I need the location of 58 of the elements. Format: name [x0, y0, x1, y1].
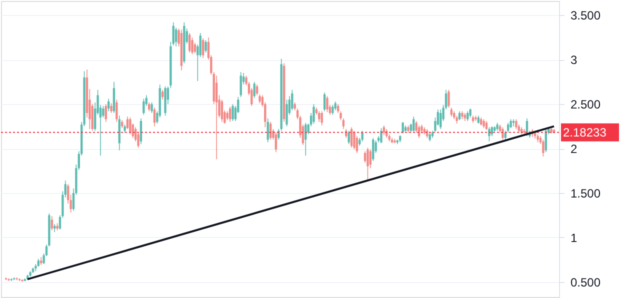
candlestick [412, 116, 415, 132]
candlestick [188, 32, 191, 53]
candlestick [220, 99, 224, 122]
y-tick-label: 2 [570, 142, 578, 156]
candlestick [326, 96, 328, 113]
y-tick-label: 1 [570, 230, 578, 245]
candlestick [512, 118, 515, 127]
candlestick [215, 75, 218, 160]
candlestick [364, 150, 366, 164]
candlestick [240, 72, 242, 98]
candlestick [353, 130, 356, 150]
y-tick-label: 0.500 [570, 275, 601, 290]
candlestick [102, 105, 104, 118]
candlestick [448, 89, 450, 108]
candlestick [118, 115, 120, 151]
candlestick [488, 126, 490, 142]
candlestick [232, 104, 234, 122]
candlestick [153, 107, 156, 127]
candlestick [348, 130, 350, 145]
candlestick [204, 40, 207, 53]
candlestick [142, 98, 145, 116]
candlestick [502, 126, 504, 140]
candlestick [342, 118, 345, 130]
candlestick [542, 139, 544, 157]
candlestick [161, 89, 164, 100]
candlestick [112, 81, 116, 114]
candlestick [150, 102, 153, 114]
candlestick [291, 89, 294, 111]
candlestick [323, 92, 326, 112]
y-tick-label: 3 [570, 53, 578, 68]
candlestick [440, 109, 442, 130]
candlestick [253, 81, 256, 98]
candlestick [366, 147, 369, 181]
y-tick-label: 3.500 [570, 8, 601, 23]
candlestick [312, 104, 315, 124]
candlestick [382, 125, 386, 136]
candlestick [110, 102, 112, 114]
candlestick [278, 128, 280, 140]
candlestick [380, 128, 382, 144]
candlestick [126, 116, 129, 130]
candlestick [369, 149, 372, 169]
ref-line-label: 2.18233 [563, 125, 607, 140]
candlestick [361, 130, 364, 142]
candlestick [50, 216, 53, 231]
candlestick [266, 118, 269, 143]
candlestick [191, 37, 194, 55]
candlestick [515, 118, 518, 130]
candlestick [274, 132, 278, 153]
candlestick [372, 137, 374, 162]
candlestick [350, 126, 353, 148]
candlestick [402, 121, 404, 134]
candlestick [202, 38, 204, 58]
candlestick [129, 117, 132, 135]
candlestick [286, 99, 288, 127]
candlestick [320, 110, 323, 126]
y-tick-label: 1.500 [570, 186, 601, 200]
candlestick [116, 99, 118, 122]
y-tick-label: 2.500 [570, 98, 601, 112]
